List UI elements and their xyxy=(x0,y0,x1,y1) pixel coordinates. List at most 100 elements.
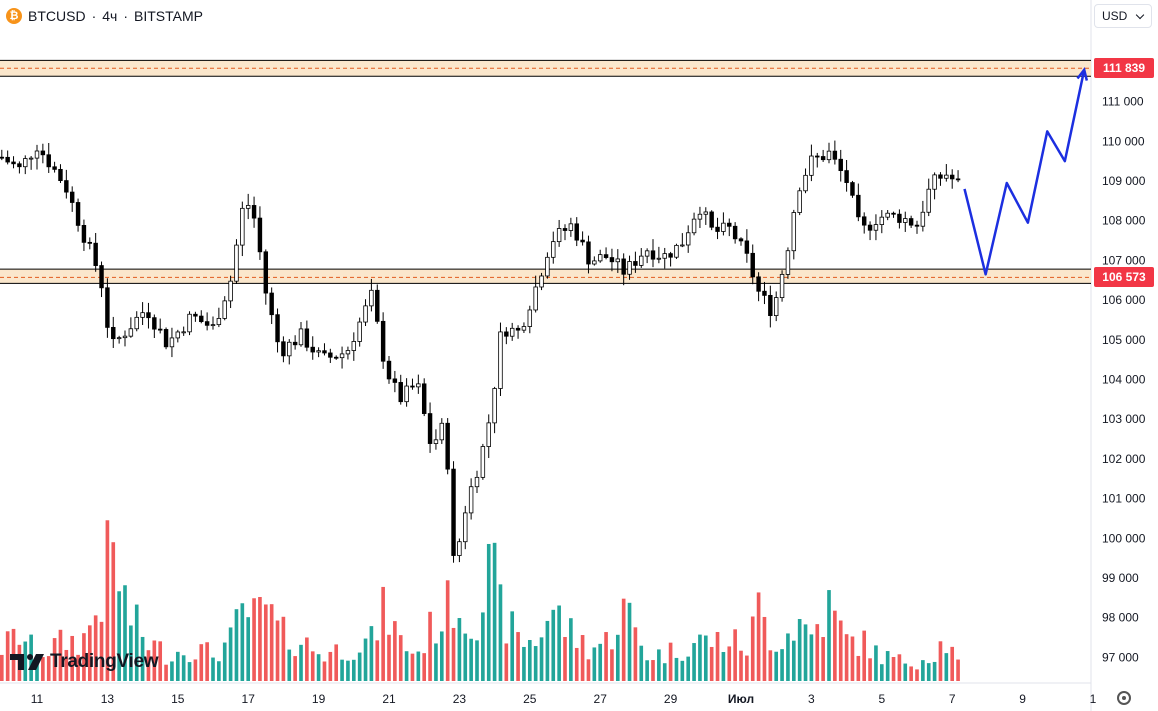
candle xyxy=(228,275,233,309)
volume-bar xyxy=(950,646,955,681)
candle-body xyxy=(674,244,679,258)
candle xyxy=(797,187,802,216)
candle xyxy=(433,429,439,450)
candle-body xyxy=(938,174,943,179)
candle xyxy=(803,168,808,194)
candle-body xyxy=(263,251,269,294)
volume-bar xyxy=(287,649,292,681)
volume-bar xyxy=(903,663,908,681)
candle-body xyxy=(509,327,515,337)
candle xyxy=(750,244,755,285)
volume-bar xyxy=(82,633,86,681)
candle xyxy=(222,296,227,321)
interval-label[interactable]: 4ч xyxy=(102,8,118,24)
candle-body xyxy=(850,182,855,196)
candle xyxy=(615,249,621,273)
candle-body xyxy=(644,250,650,257)
candle-body xyxy=(468,486,474,514)
candle xyxy=(46,143,51,173)
candle-body xyxy=(375,289,380,322)
volume-bar xyxy=(557,605,561,681)
projection-path[interactable] xyxy=(963,69,1086,276)
volume-bar xyxy=(692,643,696,681)
volume-bar xyxy=(187,662,192,681)
candle xyxy=(333,355,339,360)
volume-bar xyxy=(926,663,931,681)
volume-bar xyxy=(117,591,121,681)
price-tick-label: 108 000 xyxy=(1102,214,1146,228)
candle xyxy=(281,336,286,363)
candle-body xyxy=(504,331,509,337)
price-tick-label: 102 000 xyxy=(1102,452,1146,466)
symbol-header: ₿ BTCUSD · 4ч · BITSTAMP xyxy=(6,6,203,26)
support-resistance-zone[interactable] xyxy=(0,59,1091,77)
volume-bar xyxy=(475,640,479,681)
candle-body xyxy=(87,241,93,244)
gear-icon[interactable] xyxy=(1117,691,1131,705)
candle xyxy=(64,169,69,199)
price-tick-label: 97 000 xyxy=(1102,650,1139,664)
candle xyxy=(903,211,908,232)
candle xyxy=(955,170,961,183)
candle-body xyxy=(257,217,263,253)
volume-bar xyxy=(874,645,878,681)
candle-body xyxy=(727,222,732,227)
candle-body xyxy=(926,188,931,213)
volume-bar xyxy=(569,618,573,681)
volume-bar xyxy=(780,649,784,681)
volume-bar xyxy=(357,652,362,681)
candle-body xyxy=(756,276,761,292)
tradingview-logo[interactable]: TradingView xyxy=(10,651,159,673)
volume-bar xyxy=(809,634,814,681)
candle xyxy=(140,302,145,325)
candle-body xyxy=(662,253,667,259)
time-tick-label: 11 xyxy=(31,692,44,706)
candle xyxy=(727,218,732,237)
candle xyxy=(815,152,820,168)
candle-body xyxy=(791,212,797,252)
candle xyxy=(580,231,585,246)
time-tick-label: 3 xyxy=(808,692,815,706)
volume-bar xyxy=(921,660,925,681)
candle-body xyxy=(152,317,157,330)
candle-body xyxy=(304,328,310,348)
volume-bar xyxy=(703,635,708,681)
candle xyxy=(439,418,445,444)
candle xyxy=(773,291,779,322)
candle xyxy=(363,299,368,327)
chevron-down-icon xyxy=(1135,10,1145,20)
volume-bar xyxy=(199,644,204,681)
symbol-name[interactable]: BTCUSD xyxy=(28,8,86,24)
candle-body xyxy=(568,223,574,231)
candle-body xyxy=(903,218,908,223)
candle xyxy=(175,329,181,343)
candle xyxy=(486,414,491,459)
candle-body xyxy=(134,316,139,330)
volume-bar xyxy=(46,656,51,681)
currency-selector[interactable]: USD xyxy=(1094,4,1152,28)
candle xyxy=(116,335,122,344)
volume-bar xyxy=(868,658,872,681)
candle xyxy=(856,183,861,222)
candle-body xyxy=(181,331,186,334)
volume-bar xyxy=(668,642,673,681)
candle-body xyxy=(410,385,415,388)
volume-bar xyxy=(492,542,497,681)
candle xyxy=(762,281,767,305)
candle xyxy=(633,251,638,273)
candle xyxy=(768,285,773,328)
candle xyxy=(545,252,550,279)
candle-body xyxy=(210,324,216,327)
candle-body xyxy=(351,341,357,351)
candle xyxy=(938,172,943,186)
candle-body xyxy=(515,327,521,331)
candle-body xyxy=(885,212,890,218)
candle-body xyxy=(287,341,292,357)
candle-body xyxy=(879,216,885,225)
candle xyxy=(275,308,280,353)
volume-bar xyxy=(252,598,256,681)
candle-body xyxy=(463,512,468,543)
volume-bar xyxy=(310,651,315,681)
header-separator: · xyxy=(91,8,97,24)
